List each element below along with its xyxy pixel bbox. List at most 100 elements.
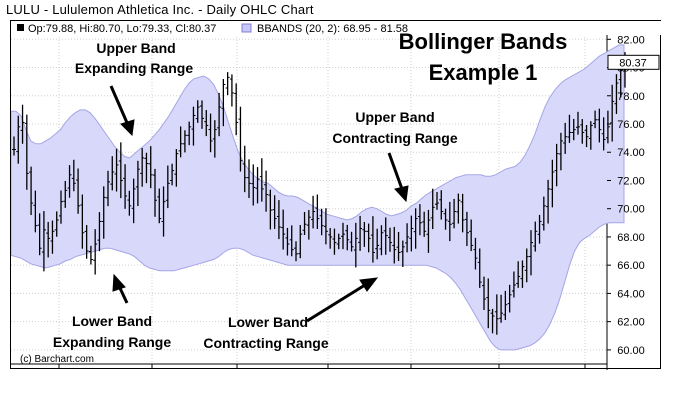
ohlc-bar (229, 74, 234, 107)
ohlc-bar (417, 204, 422, 236)
ohlc-legend-swatch (17, 24, 24, 31)
ohlc-bar (494, 294, 499, 335)
ohlc-bar (20, 104, 25, 144)
ohlc-bar (80, 194, 85, 249)
y-tick-label: 66.00 (617, 260, 645, 272)
bbands-legend-text: BBANDS (20, 2): 68.95 - 81.58 (257, 23, 408, 35)
y-axis: 60.00 62.00 64.00 66.00 68.00 70.00 72.00 74.00… (607, 34, 660, 357)
ohlc-bar (84, 225, 89, 259)
ohlc-bar (567, 114, 572, 143)
arrowhead-upper-contracting (394, 185, 409, 203)
last-price-box (607, 54, 660, 70)
ohlc-bar (259, 158, 264, 202)
ohlc-bar (571, 118, 576, 141)
ohlc-bar (332, 228, 337, 255)
arrowhead-lower-expanding (112, 273, 126, 292)
ohlc-bar (464, 211, 469, 247)
ohlc-bar (144, 152, 149, 184)
ohlc-bar (520, 260, 525, 288)
overlay-title-line2: Example 1 (429, 60, 538, 85)
ohlc-bar (486, 278, 491, 329)
ohlc-bar (439, 190, 444, 220)
ohlc-bar (388, 227, 392, 252)
arrow-lower-contracting (306, 283, 366, 323)
ohlc-bar (533, 221, 538, 252)
ohlc-bar (516, 261, 521, 288)
ohlc-bar (345, 224, 350, 251)
ohlc-bar (24, 114, 29, 190)
ohlc-bar (311, 195, 316, 229)
ohlc-bar (281, 209, 286, 250)
ohlc-bar (187, 121, 192, 146)
ohlc-legend-text: Op:79.88, Hi:80.70, Lo:79.33, Cl:80.37 (28, 23, 216, 35)
ohlc-bar (242, 145, 247, 193)
ohlc-bar (507, 284, 512, 313)
ohlc-bar (97, 212, 102, 252)
y-tick-label: 74.00 (617, 147, 645, 159)
ohlc-bar (469, 219, 474, 252)
annotation-lower-contracting-line2: Contracting Range (203, 335, 328, 351)
ohlc-bar (276, 200, 281, 240)
annotation-upper-expanding-line1: Upper Band (96, 40, 175, 56)
ohlc-bar (272, 195, 277, 229)
ohlc-bar (405, 223, 410, 253)
ohlc-bar (255, 167, 260, 204)
y-tick-label: 78.00 (617, 91, 645, 103)
ohlc-bar (614, 74, 619, 114)
ohlc-bar (315, 194, 320, 229)
ohlc-bar (452, 198, 457, 229)
ohlc-bar (396, 231, 401, 261)
ohlc-bar (54, 211, 59, 237)
ohlc-bar (208, 113, 213, 153)
ohlc-bar (268, 189, 273, 230)
ohlc-bar (460, 193, 465, 233)
ohlc-bar (430, 188, 435, 230)
ohlc-bar (443, 208, 448, 230)
ohlc-bar (482, 276, 486, 311)
ohlc-bar (298, 224, 303, 259)
ohlc-bar (264, 170, 269, 212)
ohlc-bar (383, 217, 388, 255)
ohlc-bar (370, 216, 375, 263)
ohlc-bar (127, 190, 132, 216)
y-tick-label: 64.00 (617, 288, 645, 300)
copyright: (c) Barchart.com (20, 354, 94, 365)
ohlc-bar (328, 228, 333, 249)
ohlc-bar (392, 226, 397, 264)
y-tick-label: 68.00 (617, 232, 645, 244)
ohlc-bar (541, 196, 546, 231)
ohlc-bar (336, 233, 341, 250)
ohlc-bar (588, 121, 593, 150)
ohlc-bar (413, 208, 418, 249)
ohlc-bar (490, 308, 495, 334)
ohlc-bar (353, 222, 358, 268)
ohlc-bar (212, 120, 217, 158)
ohlc-bar (153, 168, 157, 217)
annotation-lower-contracting-line1: Lower Band (228, 314, 308, 330)
ohlc-bar (375, 228, 380, 260)
overlay-title: Bollinger Bands Example 1 (399, 29, 568, 85)
ohlc-bar (161, 186, 166, 237)
annotation-arrows (109, 85, 409, 323)
ohlc-bar (349, 231, 354, 252)
bbands-legend-swatch (241, 23, 252, 33)
y-tick-label: 72.00 (617, 175, 645, 187)
ohlc-bar (140, 148, 145, 187)
ohlc-bar (580, 119, 585, 144)
ohlc-bar (426, 209, 431, 253)
y-tick-label: 76.00 (617, 119, 645, 131)
ohlc-bar (217, 92, 222, 137)
ohlc-bar (238, 106, 243, 172)
x-axis: Nov 12DecJan 13FebMarAprMay (11, 363, 607, 368)
y-tick-label: 62.00 (617, 317, 645, 329)
annotation-upper-contracting-line1: Upper Band (355, 109, 434, 125)
ohlc-bar (12, 136, 16, 156)
annotation-upper-contracting-line2: Contracting Range (332, 130, 457, 146)
ohlc-bar (131, 178, 136, 224)
annotation-lower-expanding-line2: Expanding Range (53, 334, 171, 350)
ohlc-bar (101, 186, 106, 239)
ohlc-bar (409, 215, 414, 252)
bollinger-band-area (11, 44, 625, 351)
ohlc-bar (289, 225, 294, 257)
ohlc-bar (285, 227, 290, 256)
